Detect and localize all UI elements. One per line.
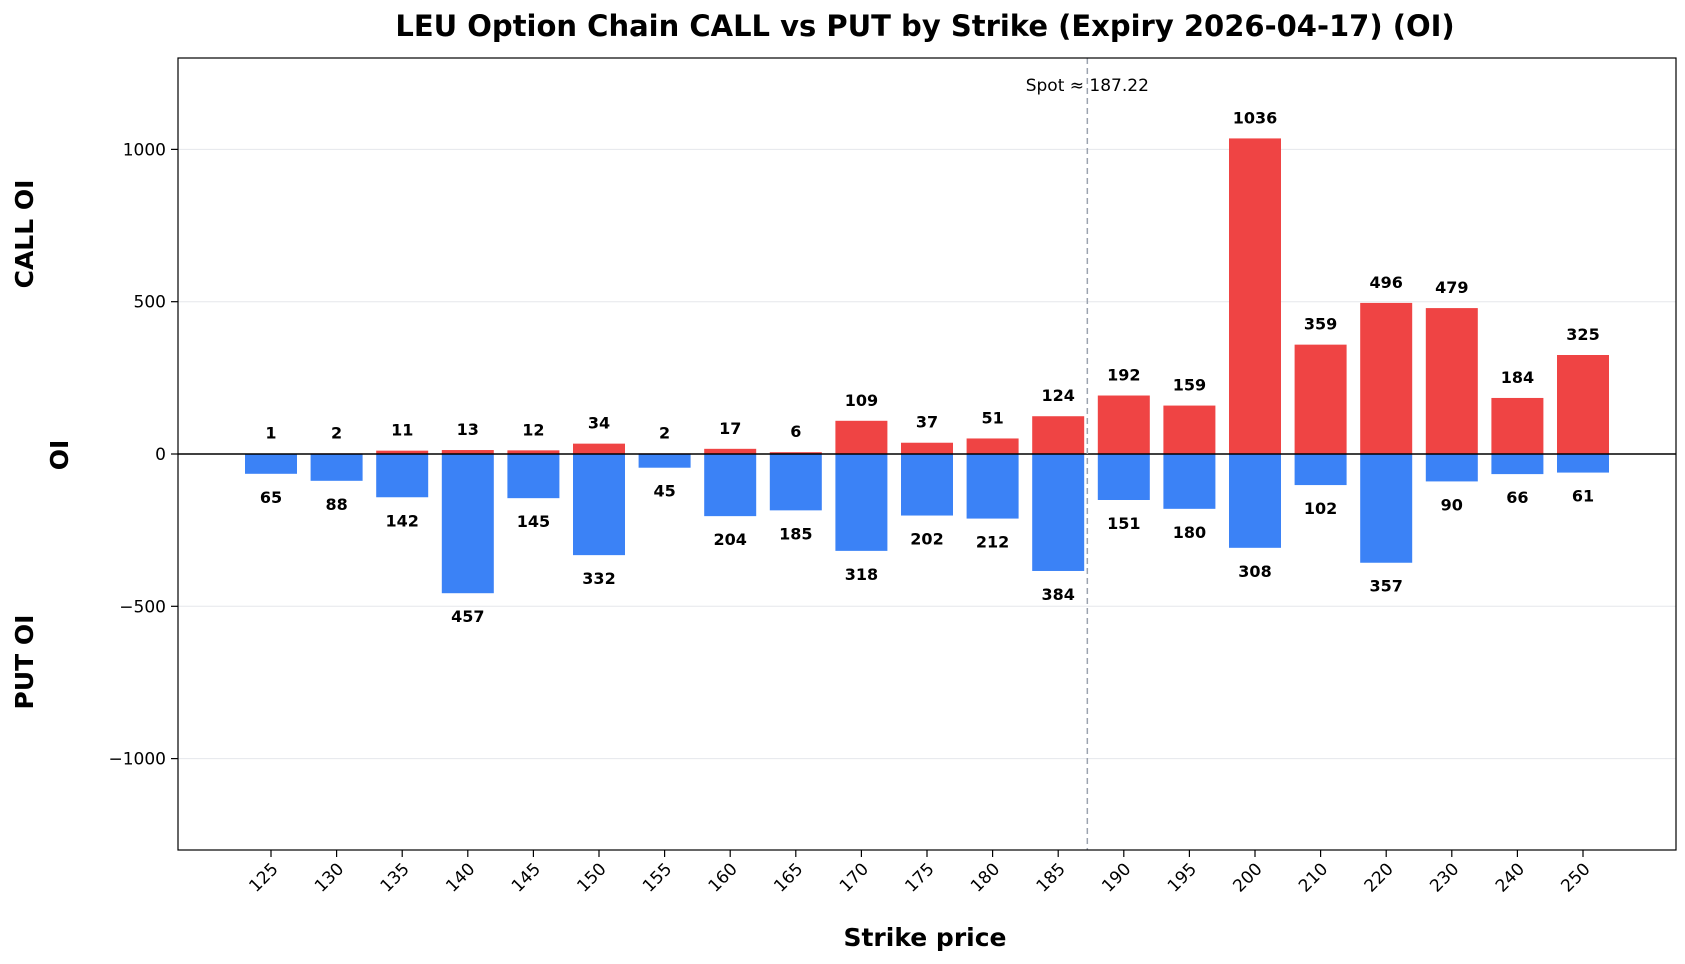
put-value-label: 61 [1572,487,1594,506]
put-value-label: 45 [653,482,675,501]
put-bar [1032,454,1085,571]
call-bar [1491,397,1544,454]
put-bar [1294,454,1347,486]
put-bar [835,454,888,551]
call-value-label: 1 [265,424,276,443]
call-bar [901,442,953,454]
call-value-label: 325 [1566,325,1599,344]
spot-label: Spot ≈ 187.22 [1026,76,1149,96]
call-bar [441,450,494,454]
call-bar [1557,355,1609,454]
call-bar [1294,344,1347,454]
call-bar [769,452,822,454]
y-axis-label-call: CALL OI [10,180,39,289]
put-value-label: 180 [1173,523,1206,542]
put-value-label: 90 [1441,495,1463,514]
put-bar [769,454,822,511]
put-value-label: 204 [713,530,746,549]
put-bar [1360,454,1413,563]
call-bar [966,438,1019,454]
put-bar [638,454,691,468]
put-value-label: 202 [910,530,943,549]
y-tick-label: −1000 [108,750,166,770]
call-value-label: 184 [1501,368,1534,387]
put-value-label: 457 [451,607,484,626]
call-value-label: 51 [981,408,1003,427]
put-bar [245,454,297,474]
y-axis-label-put: PUT OI [10,615,39,710]
put-value-label: 145 [517,512,550,531]
put-value-label: 357 [1369,577,1402,596]
put-bar [376,454,429,498]
put-bar [1425,454,1478,482]
call-value-label: 11 [391,421,413,440]
call-bar [835,420,888,454]
put-bar [1491,454,1544,475]
call-value-label: 124 [1041,386,1074,405]
call-bar [704,448,757,454]
call-value-label: 37 [916,413,938,432]
call-bar [376,450,429,454]
put-value-label: 151 [1107,514,1140,533]
put-value-label: 308 [1238,562,1271,581]
put-value-label: 65 [260,488,282,507]
put-bar [1557,454,1609,473]
y-axis-label: OI [45,440,74,471]
put-value-label: 318 [845,565,878,584]
put-bar [966,454,1019,519]
call-value-label: 2 [331,423,342,442]
call-bar [1229,138,1281,454]
call-value-label: 479 [1435,278,1468,297]
call-value-label: 192 [1107,366,1140,385]
call-value-label: 2 [659,423,670,442]
value-labels-layer: 1 65 2 88 11 142 13 457 12 145 34 332 2 45 17 204 6 185 10… [260,108,1600,626]
put-bar [1163,454,1216,509]
put-value-label: 88 [325,495,347,514]
put-bar [1229,454,1281,548]
put-bar [901,454,953,516]
call-value-label: 34 [588,414,610,433]
put-bar [573,454,625,556]
call-value-label: 17 [719,419,741,438]
put-value-label: 185 [779,524,812,543]
call-bar [507,450,560,454]
put-value-label: 142 [385,511,418,530]
y-tick-label: −500 [119,597,166,617]
call-bar [1360,302,1413,454]
put-bar [704,454,757,517]
call-value-label: 109 [845,391,878,410]
bars-layer [245,138,1609,594]
call-value-label: 1036 [1233,108,1278,127]
y-tick-label: 1000 [123,140,166,160]
put-value-label: 212 [976,533,1009,552]
call-bar [1032,416,1085,454]
put-bar [1097,454,1150,500]
call-value-label: 12 [522,420,544,439]
y-tick-label: 500 [134,293,166,313]
y-tick-label: 0 [155,445,166,465]
call-value-label: 6 [790,422,801,441]
put-value-label: 384 [1041,585,1074,604]
chart-title: LEU Option Chain CALL vs PUT by Strike (… [395,9,1454,43]
put-value-label: 332 [582,569,615,588]
y-axis-ticks: −1000 −500 0 500 1000 [108,140,178,770]
call-bar [1097,395,1150,454]
put-value-label: 66 [1506,488,1528,507]
put-bar [507,454,560,499]
put-value-label: 102 [1304,499,1337,518]
call-value-label: 496 [1369,273,1402,292]
call-value-label: 359 [1304,315,1337,334]
call-value-label: 13 [457,420,479,439]
x-axis-label: Strike price [843,923,1006,952]
call-bar [1163,405,1216,454]
put-bar [441,454,494,594]
put-bar [310,454,363,481]
call-bar [1425,308,1478,454]
call-value-label: 159 [1173,376,1206,395]
call-bar [573,443,625,454]
